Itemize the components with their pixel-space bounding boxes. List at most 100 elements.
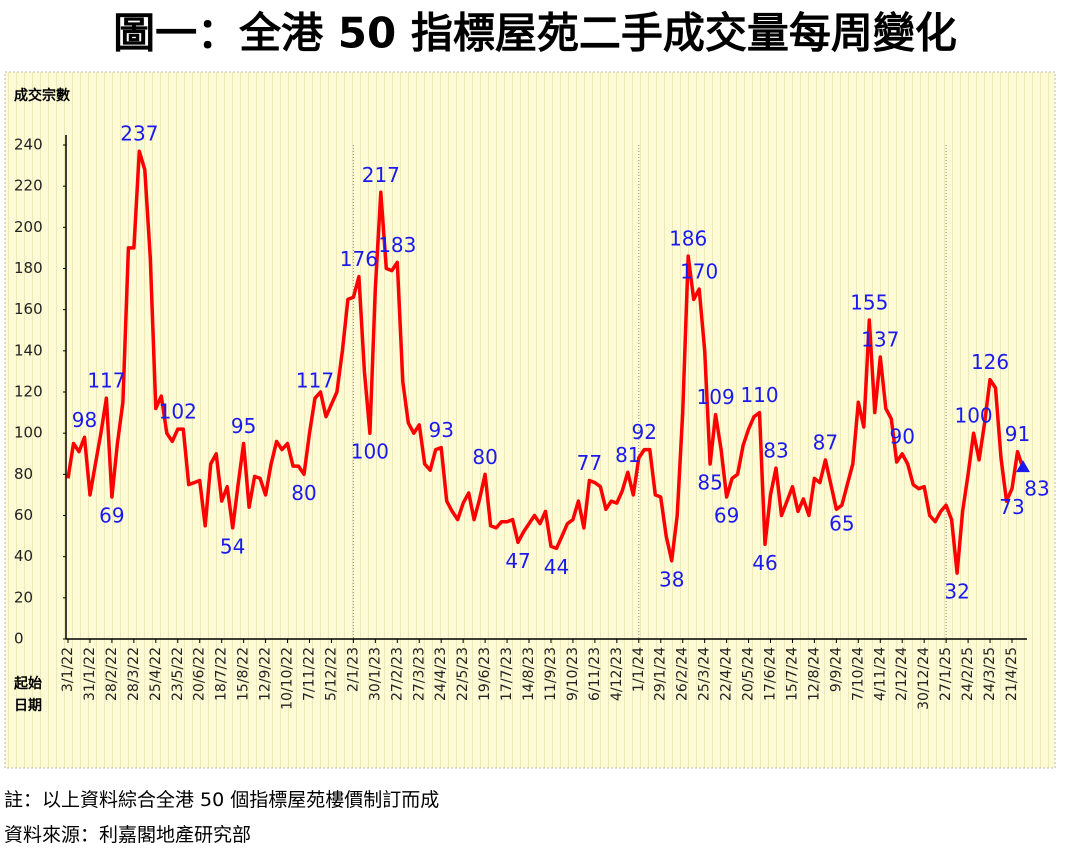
x-tick-label: 26/2/24 <box>675 647 691 701</box>
y-tick-label: 60 <box>14 506 33 524</box>
x-tick-label: 25/3/24 <box>697 647 713 701</box>
y-tick-label: 0 <box>14 630 24 648</box>
x-tick-label: 14/8/23 <box>521 647 537 701</box>
data-label: 69 <box>714 503 739 527</box>
data-label: 95 <box>231 414 256 438</box>
data-label: 73 <box>999 495 1024 519</box>
x-tick-label: 17/7/23 <box>499 647 515 701</box>
y-tick-label: 160 <box>14 300 43 318</box>
chart: 圖一：全港 50 指標屋苑二手成交量每周變化 成交宗數 起始 日期 0 20 40 6… <box>4 9 1056 769</box>
x-tick-label: 28/2/22 <box>104 647 120 701</box>
x-tick-label: 12/8/24 <box>806 647 822 701</box>
data-label: 183 <box>378 233 416 257</box>
x-tick-label: 18/7/22 <box>214 647 230 701</box>
y-tick-label: 40 <box>14 547 33 565</box>
data-label: 65 <box>829 512 854 536</box>
y-axis-label: 成交宗數 <box>14 87 70 104</box>
x-tick-label: 11/9/23 <box>543 647 559 701</box>
y-tick-label: 140 <box>14 341 43 359</box>
x-tick-label: 30/12/24 <box>916 647 932 710</box>
x-tick-label: 5/12/22 <box>323 647 339 701</box>
x-tick-label: 2/1/23 <box>345 647 361 692</box>
x-tick-label: 15/7/24 <box>784 647 800 701</box>
x-tick-label: 24/3/25 <box>982 647 998 701</box>
y-tick-label: 80 <box>14 465 33 483</box>
data-label: 100 <box>954 404 992 428</box>
data-label: 98 <box>72 408 97 432</box>
data-label: 117 <box>296 369 334 393</box>
x-tick-label: 17/6/24 <box>763 647 779 701</box>
x-tick-label: 20/6/22 <box>192 647 208 701</box>
x-tick-label: 3/1/22 <box>60 647 76 692</box>
y-tick-label: 200 <box>14 218 43 236</box>
data-label: 109 <box>697 385 735 409</box>
x-tick-label: 24/2/25 <box>960 647 976 701</box>
data-label: 77 <box>577 451 602 475</box>
data-label: 32 <box>944 580 969 604</box>
source-note: 資料來源：利嘉閣地產研究部 <box>4 824 252 846</box>
x-tick-label: 9/9/24 <box>828 647 844 692</box>
y-tick-label: 180 <box>14 259 43 277</box>
x-tick-label: 30/1/23 <box>367 647 383 701</box>
x-tick-label: 7/10/24 <box>850 647 866 701</box>
data-label: 91 <box>1005 422 1030 446</box>
x-tick-label: 29/1/24 <box>653 647 669 701</box>
data-label: 117 <box>87 369 125 393</box>
data-label: 85 <box>697 471 722 495</box>
y-tick-label: 100 <box>14 424 43 442</box>
data-label: 186 <box>669 227 707 251</box>
end-marker <box>1015 460 1030 473</box>
x-tick-label: 25/4/22 <box>148 647 164 701</box>
data-label: 155 <box>850 290 888 314</box>
x-tick-label: 15/8/22 <box>236 647 252 701</box>
data-label: 126 <box>971 350 1009 374</box>
x-tick-label: 1/1/24 <box>631 647 647 692</box>
x-axis-label: 日期 <box>14 698 42 714</box>
note: 註：以上資料綜合全港 50 個指標屋苑樓價制訂而成 <box>4 789 440 811</box>
y-tick-label: 240 <box>14 136 43 154</box>
data-label: 46 <box>752 551 777 575</box>
x-tick-label: 19/6/23 <box>477 647 493 701</box>
x-tick-label: 7/11/22 <box>301 647 317 701</box>
x-tick-label: 27/1/25 <box>938 647 954 701</box>
data-label: 80 <box>472 445 497 469</box>
x-tick-label: 6/11/23 <box>587 647 603 701</box>
data-label: 44 <box>544 555 569 579</box>
data-label: 54 <box>220 534 245 558</box>
x-tick-label: 4/12/23 <box>609 647 625 701</box>
data-label: 110 <box>740 383 778 407</box>
data-label: 38 <box>659 567 684 591</box>
data-label: 80 <box>291 481 316 505</box>
data-label: 81 <box>615 443 640 467</box>
data-label: 237 <box>120 122 158 146</box>
x-tick-label: 27/2/23 <box>389 647 405 701</box>
x-axis-label: 起始 <box>13 675 42 692</box>
y-tick-label: 120 <box>14 383 43 401</box>
data-label: 93 <box>428 418 453 442</box>
x-tick-label: 21/4/25 <box>1004 647 1020 701</box>
x-tick-label: 10/10/22 <box>280 647 296 710</box>
data-label: 69 <box>99 503 124 527</box>
data-label: 137 <box>861 328 899 352</box>
x-tick-label: 22/5/23 <box>455 647 471 701</box>
x-tick-label: 20/5/24 <box>741 647 757 701</box>
data-label: 170 <box>680 260 718 284</box>
data-label: 83 <box>763 439 788 463</box>
y-tick-label: 220 <box>14 177 43 195</box>
data-label: 102 <box>159 400 197 424</box>
chart-title: 圖一：全港 50 指標屋苑二手成交量每周變化 <box>113 9 957 58</box>
x-tick-label: 9/10/23 <box>565 647 581 701</box>
x-tick-label: 4/11/24 <box>872 647 888 701</box>
x-tick-label: 12/9/22 <box>258 647 274 701</box>
plot-panel <box>4 71 1056 769</box>
x-tick-label: 31/1/22 <box>82 647 98 701</box>
data-label: 47 <box>505 549 530 573</box>
x-tick-label: 27/3/23 <box>411 647 427 701</box>
x-tick-label: 28/3/22 <box>126 647 142 701</box>
x-tick-label: 24/4/23 <box>433 647 449 701</box>
line-series <box>66 149 1025 575</box>
data-label: 100 <box>351 440 389 464</box>
x-tick-label: 2/12/24 <box>894 647 910 701</box>
data-label: 176 <box>340 247 378 271</box>
